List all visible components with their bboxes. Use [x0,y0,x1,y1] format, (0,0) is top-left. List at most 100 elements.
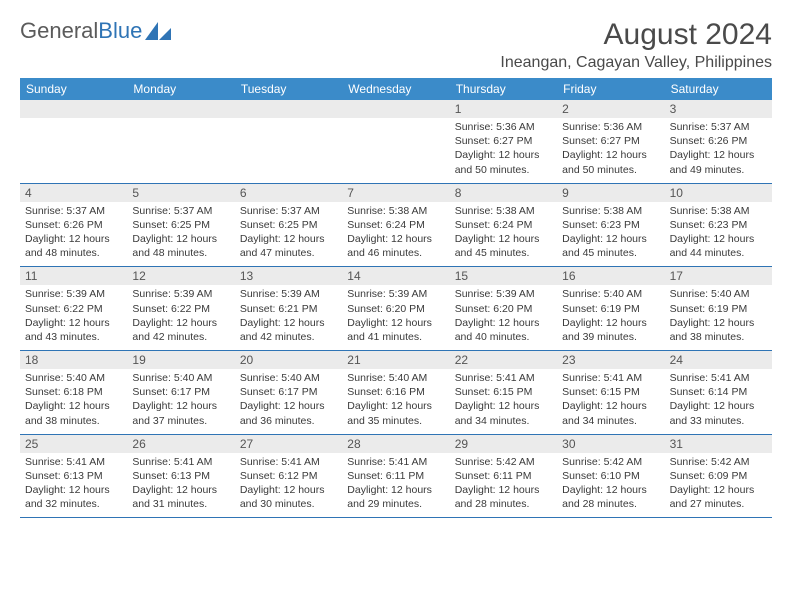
sunset-text: Sunset: 6:17 PM [132,385,229,399]
sunset-text: Sunset: 6:14 PM [670,385,767,399]
sunrise-text: Sunrise: 5:37 AM [670,120,767,134]
day-content: Sunrise: 5:41 AMSunset: 6:12 PMDaylight:… [235,453,342,518]
sunrise-text: Sunrise: 5:36 AM [562,120,659,134]
day-number: 1 [450,100,557,118]
daylight-text: Daylight: 12 hours and 33 minutes. [670,399,767,427]
day-number: 12 [127,267,234,285]
day-number: 27 [235,435,342,453]
daylight-text: Daylight: 12 hours and 46 minutes. [347,232,444,260]
daylight-text: Daylight: 12 hours and 50 minutes. [455,148,552,176]
sunset-text: Sunset: 6:22 PM [132,302,229,316]
day-content: Sunrise: 5:40 AMSunset: 6:17 PMDaylight:… [235,369,342,434]
day-content [342,118,449,183]
sunrise-text: Sunrise: 5:41 AM [455,371,552,385]
daylight-text: Daylight: 12 hours and 45 minutes. [455,232,552,260]
daylight-text: Daylight: 12 hours and 31 minutes. [132,483,229,511]
sunset-text: Sunset: 6:26 PM [25,218,122,232]
sunrise-text: Sunrise: 5:39 AM [240,287,337,301]
day-content: Sunrise: 5:38 AMSunset: 6:23 PMDaylight:… [665,202,772,267]
day-number: 6 [235,184,342,202]
day-number: 10 [665,184,772,202]
day-number [20,100,127,118]
logo-text-1: General [20,18,98,44]
sunrise-text: Sunrise: 5:40 AM [240,371,337,385]
day-content: Sunrise: 5:36 AMSunset: 6:27 PMDaylight:… [450,118,557,183]
logo-sail-icon [145,22,171,40]
logo-text-2: Blue [98,18,142,44]
day-content: Sunrise: 5:42 AMSunset: 6:11 PMDaylight:… [450,453,557,518]
sunrise-text: Sunrise: 5:36 AM [455,120,552,134]
day-number: 9 [557,184,664,202]
day-content: Sunrise: 5:42 AMSunset: 6:09 PMDaylight:… [665,453,772,518]
day-number: 31 [665,435,772,453]
day-content: Sunrise: 5:41 AMSunset: 6:15 PMDaylight:… [557,369,664,434]
day-number: 14 [342,267,449,285]
daylight-text: Daylight: 12 hours and 35 minutes. [347,399,444,427]
sunrise-text: Sunrise: 5:37 AM [132,204,229,218]
day-number: 18 [20,351,127,369]
sunset-text: Sunset: 6:13 PM [132,469,229,483]
sunrise-text: Sunrise: 5:37 AM [240,204,337,218]
location-text: Ineangan, Cagayan Valley, Philippines [500,54,772,72]
daylight-text: Daylight: 12 hours and 34 minutes. [562,399,659,427]
sunrise-text: Sunrise: 5:41 AM [25,455,122,469]
day-content: Sunrise: 5:41 AMSunset: 6:13 PMDaylight:… [127,453,234,518]
day-number: 5 [127,184,234,202]
sunset-text: Sunset: 6:20 PM [455,302,552,316]
daylight-text: Daylight: 12 hours and 42 minutes. [132,316,229,344]
day-number [127,100,234,118]
day-content: Sunrise: 5:38 AMSunset: 6:23 PMDaylight:… [557,202,664,267]
weeks-container: 12 3 Sunrise: 5:36 AMSunset: 6:27 PMDaylig… [20,100,772,518]
sunrise-text: Sunrise: 5:40 AM [132,371,229,385]
sunset-text: Sunset: 6:25 PM [132,218,229,232]
month-title: August 2024 [500,18,772,52]
day-content [235,118,342,183]
day-content: Sunrise: 5:40 AMSunset: 6:18 PMDaylight:… [20,369,127,434]
daylight-text: Daylight: 12 hours and 30 minutes. [240,483,337,511]
week-row: 11121314151617Sunrise: 5:39 AMSunset: 6:… [20,267,772,351]
day-number: 15 [450,267,557,285]
daylight-text: Daylight: 12 hours and 45 minutes. [562,232,659,260]
day-number: 28 [342,435,449,453]
sunset-text: Sunset: 6:11 PM [347,469,444,483]
sunrise-text: Sunrise: 5:42 AM [455,455,552,469]
day-number: 4 [20,184,127,202]
sunrise-text: Sunrise: 5:41 AM [132,455,229,469]
sunrise-text: Sunrise: 5:42 AM [670,455,767,469]
day-number: 7 [342,184,449,202]
day-number: 3 [665,100,772,118]
weekday-header: Thursday [450,78,557,100]
day-content: Sunrise: 5:39 AMSunset: 6:20 PMDaylight:… [450,285,557,350]
daylight-text: Daylight: 12 hours and 43 minutes. [25,316,122,344]
day-content: Sunrise: 5:42 AMSunset: 6:10 PMDaylight:… [557,453,664,518]
day-number: 13 [235,267,342,285]
week-row: 123Sunrise: 5:36 AMSunset: 6:27 PMDaylig… [20,100,772,184]
day-content: Sunrise: 5:37 AMSunset: 6:25 PMDaylight:… [127,202,234,267]
sunrise-text: Sunrise: 5:41 AM [670,371,767,385]
sunset-text: Sunset: 6:22 PM [25,302,122,316]
daylight-text: Daylight: 12 hours and 48 minutes. [25,232,122,260]
daylight-text: Daylight: 12 hours and 38 minutes. [25,399,122,427]
title-block: August 2024 Ineangan, Cagayan Valley, Ph… [500,18,772,72]
day-number: 29 [450,435,557,453]
logo: GeneralBlue [20,18,171,44]
sunset-text: Sunset: 6:25 PM [240,218,337,232]
day-number: 30 [557,435,664,453]
day-content: Sunrise: 5:40 AMSunset: 6:19 PMDaylight:… [665,285,772,350]
day-content: Sunrise: 5:38 AMSunset: 6:24 PMDaylight:… [450,202,557,267]
sunrise-text: Sunrise: 5:39 AM [132,287,229,301]
day-content: Sunrise: 5:38 AMSunset: 6:24 PMDaylight:… [342,202,449,267]
day-content: Sunrise: 5:41 AMSunset: 6:15 PMDaylight:… [450,369,557,434]
day-content: Sunrise: 5:40 AMSunset: 6:16 PMDaylight:… [342,369,449,434]
sunset-text: Sunset: 6:20 PM [347,302,444,316]
day-number: 22 [450,351,557,369]
daylight-text: Daylight: 12 hours and 41 minutes. [347,316,444,344]
header: GeneralBlue August 2024 Ineangan, Cagaya… [20,18,772,72]
sunrise-text: Sunrise: 5:39 AM [25,287,122,301]
day-number: 21 [342,351,449,369]
daylight-text: Daylight: 12 hours and 40 minutes. [455,316,552,344]
sunset-text: Sunset: 6:11 PM [455,469,552,483]
calendar: Sunday Monday Tuesday Wednesday Thursday… [20,78,772,518]
sunset-text: Sunset: 6:13 PM [25,469,122,483]
day-content [127,118,234,183]
